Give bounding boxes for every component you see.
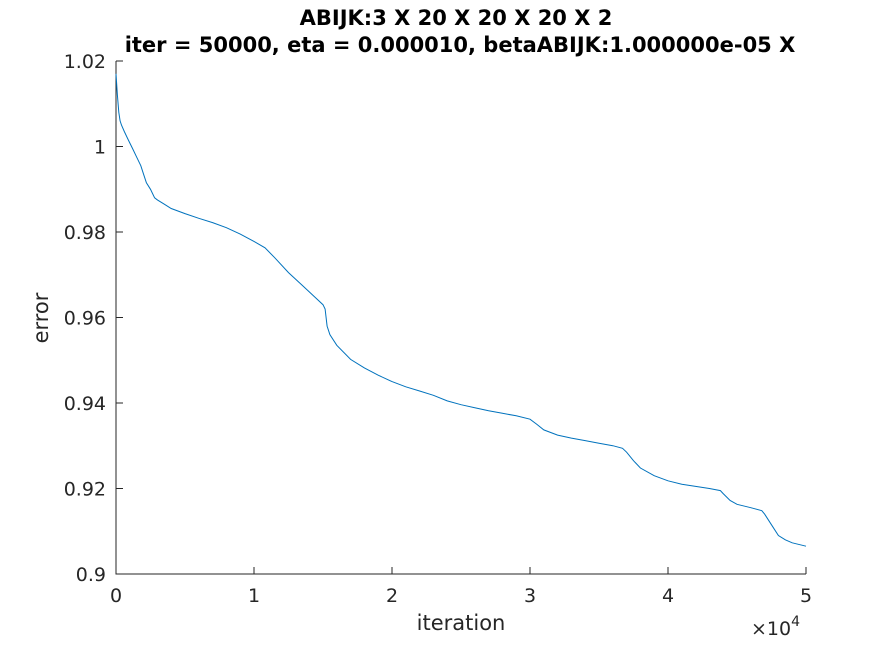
y-tick-label: 0.98: [64, 222, 106, 244]
error-series-line: [115, 73, 807, 547]
axis-box: [115, 61, 806, 575]
y-tick-label: 0.9: [76, 564, 106, 586]
x-ticks: 0 1 2 3 4 5: [110, 567, 812, 607]
y-ticks: 0.9 0.92 0.94 0.96 0.98 1 1.02: [64, 51, 123, 586]
y-tick-label: 0.94: [64, 393, 106, 415]
y-tick-label: 0.96: [64, 308, 106, 330]
y-tick-label: 1.02: [64, 51, 106, 73]
y-tick-label: 1: [94, 137, 106, 159]
x-tick-label: 5: [800, 585, 812, 607]
chart-subtitle: iter = 50000, eta = 0.000010, betaABIJK:…: [125, 33, 796, 57]
x-axis-label: iteration: [417, 611, 506, 635]
x-tick-label: 4: [662, 585, 674, 607]
plot-area: 0.9 0.92 0.94 0.96 0.98 1 1.02 0 1 2 3 4 5: [64, 51, 812, 607]
x-exponent-base: ×10: [751, 618, 791, 640]
x-tick-label: 3: [524, 585, 536, 607]
x-tick-label: 2: [386, 585, 398, 607]
x-exponent-power: 4: [791, 614, 800, 630]
x-tick-label: 0: [110, 585, 122, 607]
y-tick-label: 0.92: [64, 479, 106, 501]
x-exponent-label: ×104: [751, 614, 800, 640]
y-axis-label: error: [29, 292, 53, 343]
chart-title: ABIJK:3 X 20 X 20 X 20 X 2: [300, 6, 613, 30]
x-tick-label: 1: [248, 585, 260, 607]
